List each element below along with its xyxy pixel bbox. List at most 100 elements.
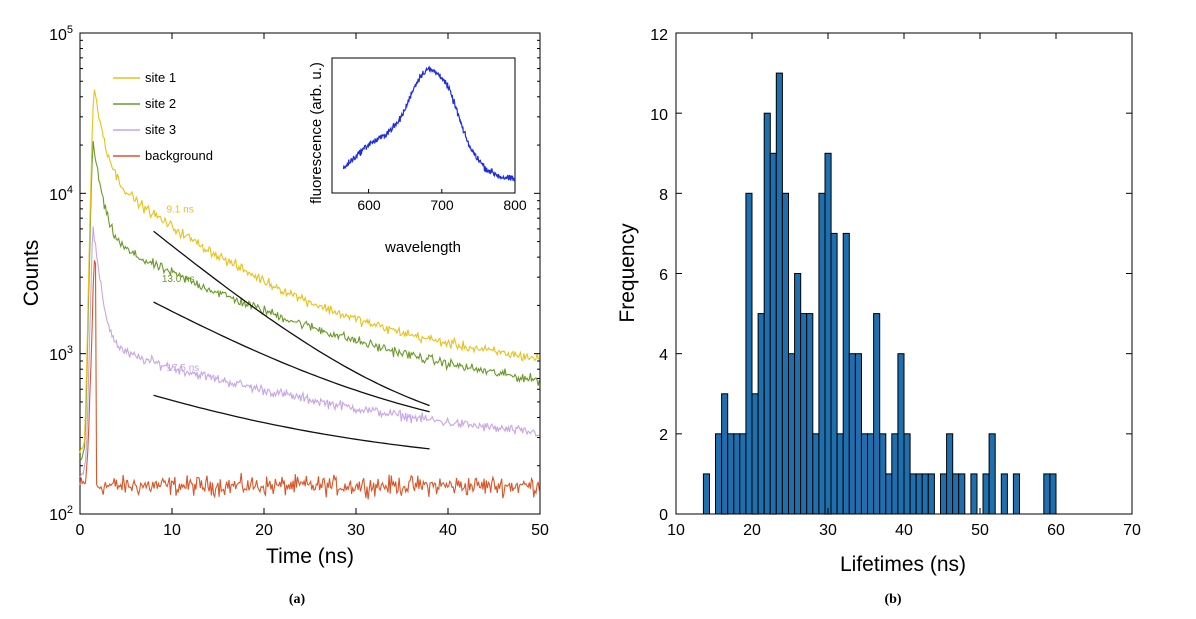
histogram-bar	[769, 152, 777, 515]
legend-label-site-1: site 1	[145, 70, 176, 85]
fit-line-1	[153, 230, 430, 407]
histogram-bar	[940, 473, 948, 515]
inset-plot-area	[331, 57, 516, 194]
histogram-bar	[715, 433, 723, 515]
histogram-bar	[897, 353, 905, 515]
histogram-bar	[812, 433, 820, 515]
x-tick-label: 10	[667, 522, 685, 539]
legend-label-site-3: site 3	[145, 122, 176, 137]
histogram-bar	[1012, 473, 1021, 515]
histogram-bar	[927, 473, 935, 515]
x-tick-label: 10	[163, 522, 181, 539]
inset-axes	[368, 189, 516, 193]
fit-annotation-site-2: 13.0 ns	[162, 274, 195, 285]
histogram-bar	[873, 313, 881, 515]
y-tick-label: 2	[659, 427, 668, 444]
histogram-bar	[739, 433, 747, 515]
y-tick-label: 12	[650, 27, 668, 44]
histogram-bar	[854, 353, 863, 515]
histogram-bar	[1000, 473, 1008, 515]
histogram-bar	[988, 433, 996, 515]
x-tick-label: 60	[1047, 522, 1065, 539]
panel-b-y-axis-label: Frequency	[616, 223, 639, 323]
histogram-bar	[775, 72, 783, 515]
x-tick-label: 40	[439, 522, 457, 539]
series-line-site-3	[79, 226, 540, 478]
inset-x-axis-label: wavelength	[384, 239, 461, 256]
histogram-bar	[860, 433, 869, 515]
histogram-bar	[757, 313, 765, 515]
histogram-bar	[721, 393, 729, 515]
histogram-bar	[909, 473, 917, 515]
histogram-bar	[800, 313, 808, 515]
histogram-bar	[702, 473, 711, 515]
panel-a-x-axis-label: Time (ns)	[266, 545, 354, 568]
series-line-site-2	[79, 141, 540, 461]
histogram-bar	[952, 473, 960, 515]
histogram-bar	[982, 473, 990, 515]
y-tick-label: 4	[659, 347, 668, 364]
histogram-bar	[970, 473, 978, 515]
series-line-site-1	[79, 89, 540, 454]
legend-label-background: background	[145, 148, 213, 163]
histogram-bar	[867, 433, 875, 515]
panel-b-chart: 10 20 30 40 50 60 70 0 2 4 6 8 10 12 Lif…	[616, 27, 1141, 607]
histogram-bar	[781, 192, 790, 515]
x-tick-label: 50	[531, 522, 549, 539]
histogram-bar	[1049, 473, 1057, 515]
series-line-background	[79, 260, 540, 500]
y-tick-label: 0	[659, 507, 668, 524]
histogram-bar	[806, 313, 814, 515]
panel-a-legend: site 1 site 2 site 3 background	[113, 70, 213, 163]
legend-label-site-2: site 2	[145, 96, 176, 111]
panel-b-caption: (b)	[884, 592, 901, 607]
inset-y-axis-label: fluorescence (arb. u.)	[308, 62, 325, 204]
histogram-bar	[946, 433, 954, 515]
histogram-bar	[794, 273, 802, 515]
histogram-bar	[818, 192, 826, 515]
x-tick-label: 30	[347, 522, 365, 539]
inset-x-tick-label: 700	[430, 197, 454, 213]
histogram-bar	[958, 473, 966, 515]
y-tick-label-1e4: 104	[49, 184, 73, 204]
histogram-bar	[848, 353, 856, 515]
histogram-bar	[836, 433, 844, 515]
x-tick-label: 20	[255, 522, 273, 539]
panel-a-series-group	[79, 89, 540, 500]
histogram-bar	[763, 112, 771, 515]
histogram-bar	[830, 232, 838, 515]
inset-spectrum-line	[342, 65, 516, 182]
histogram-bar	[1043, 473, 1051, 515]
panel-a-chart: 9.1 ns 13.0 ns 17.5 ns 0 10 20 30 40 50 …	[20, 24, 549, 607]
y-tick-label: 6	[659, 267, 668, 284]
x-tick-label: 0	[76, 522, 85, 539]
fit-annotation-site-1: 9.1 ns	[166, 204, 193, 215]
x-tick-label: 40	[895, 522, 913, 539]
y-tick-label: 10	[650, 107, 668, 124]
panel-a-caption: (a)	[289, 592, 306, 607]
panel-a-y-axis-label: Counts	[20, 240, 43, 307]
inset-x-tick-label: 800	[503, 197, 527, 213]
histogram-bar	[921, 473, 929, 515]
panel-a-x-tick-labels: 0 10 20 30 40 50	[76, 522, 549, 539]
histogram-bar	[915, 473, 923, 515]
panel-b-axes	[675, 32, 1133, 515]
x-tick-label: 20	[743, 522, 761, 539]
y-tick-label-1e3: 103	[49, 344, 73, 364]
inset-x-tick-label: 600	[357, 197, 381, 213]
panel-b-x-axis-label: Lifetimes (ns)	[840, 553, 966, 576]
histogram-bar	[824, 152, 832, 515]
histogram-bar	[751, 393, 759, 515]
histogram-bar	[727, 433, 735, 515]
panel-a-fits-group	[153, 230, 430, 450]
histogram-bar	[903, 433, 911, 515]
panel-b-y-tick-labels: 0 2 4 6 8 10 12	[650, 27, 668, 524]
panel-a-annotations: 9.1 ns 13.0 ns 17.5 ns	[162, 204, 199, 374]
fit-line-3	[153, 394, 430, 450]
fit-annotation-site-3: 17.5 ns	[166, 363, 199, 374]
histogram-bar	[885, 473, 893, 515]
panel-b-x-tick-labels: 10 20 30 40 50 60 70	[667, 522, 1141, 539]
fit-line-2	[153, 301, 430, 413]
y-tick-label-1e5: 105	[49, 24, 73, 44]
